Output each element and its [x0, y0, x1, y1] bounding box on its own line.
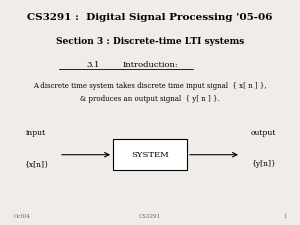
- FancyBboxPatch shape: [113, 139, 187, 170]
- Text: A discrete time system takes discrete time input signal  { x[ n ] },: A discrete time system takes discrete ti…: [33, 83, 267, 90]
- Text: SYSTEM: SYSTEM: [131, 151, 169, 159]
- Text: CS3291: CS3291: [139, 214, 161, 219]
- Text: {x[n]}: {x[n]}: [24, 160, 49, 168]
- Text: CS3291 :  Digital Signal Processing '05-06: CS3291 : Digital Signal Processing '05-0…: [27, 13, 273, 22]
- Text: 3.1: 3.1: [86, 61, 100, 69]
- Text: Introduction:: Introduction:: [122, 61, 178, 69]
- Text: & produces an output signal  { y[ n ] }.: & produces an output signal { y[ n ] }.: [80, 95, 220, 103]
- Text: input: input: [26, 129, 46, 137]
- Text: output: output: [251, 129, 276, 137]
- Text: 1: 1: [283, 214, 286, 219]
- Text: Section 3 : Discrete-time LTI systems: Section 3 : Discrete-time LTI systems: [56, 37, 244, 46]
- Text: {y[n]}: {y[n]}: [251, 160, 276, 168]
- Text: Oct04: Oct04: [14, 214, 30, 219]
